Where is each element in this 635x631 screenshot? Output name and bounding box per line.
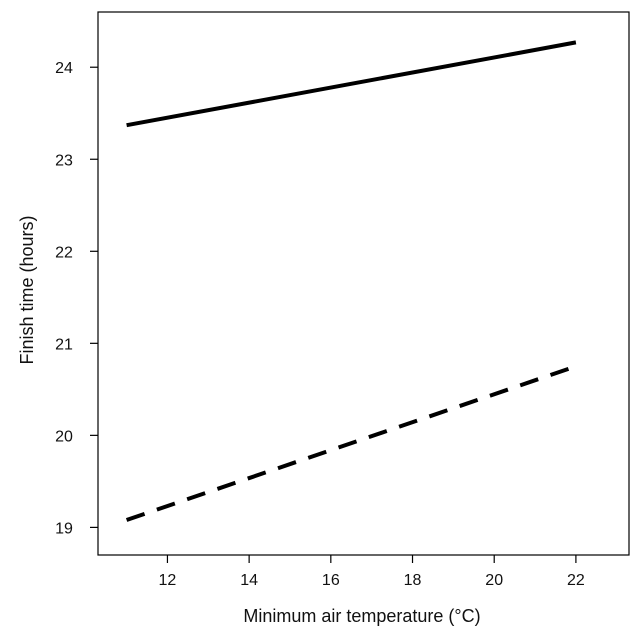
y-tick-label: 21: [55, 336, 73, 353]
x-tick-label: 14: [240, 572, 258, 589]
x-tick-label: 12: [159, 572, 177, 589]
y-axis-title: Finish time (hours): [17, 215, 37, 364]
dashed-series-line: [125, 364, 577, 522]
plot-frame: [97, 11, 630, 556]
x-tick-label: 18: [404, 572, 422, 589]
y-tick-label: 24: [55, 60, 73, 77]
y-tick-label: 20: [55, 428, 73, 445]
x-axis-title: Minimum air temperature (°C): [243, 606, 480, 626]
x-tick-label: 16: [322, 572, 340, 589]
y-tick-label: 22: [55, 244, 73, 261]
x-tick-label: 20: [485, 572, 503, 589]
x-tick-label: 22: [567, 572, 585, 589]
y-tick-label: 19: [55, 520, 73, 537]
y-tick-label: 23: [55, 152, 73, 169]
solid-series-line: [126, 40, 577, 128]
